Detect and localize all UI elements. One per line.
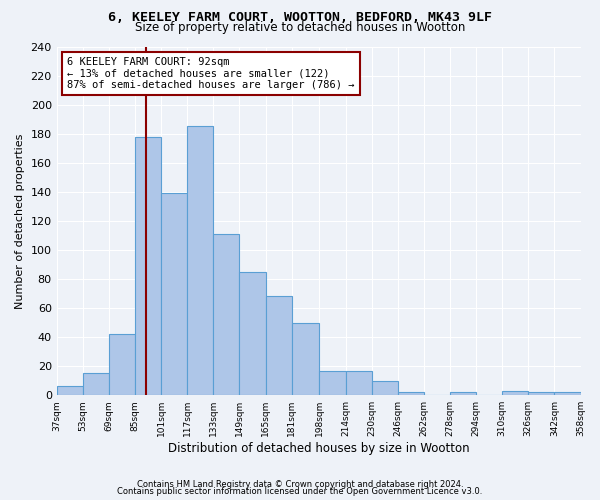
Bar [554,392,581,395]
Bar [214,234,239,395]
Bar [56,386,83,395]
Bar [292,322,319,395]
Bar [398,392,424,395]
Y-axis label: Number of detached properties: Number of detached properties [15,133,25,308]
Bar [528,392,554,395]
Bar [109,334,135,395]
Bar [266,296,292,395]
Bar [371,380,398,395]
X-axis label: Distribution of detached houses by size in Wootton: Distribution of detached houses by size … [168,442,469,455]
Bar [83,374,109,395]
Bar [346,370,371,395]
Bar [239,272,266,395]
Text: Size of property relative to detached houses in Wootton: Size of property relative to detached ho… [135,22,465,35]
Text: 6, KEELEY FARM COURT, WOOTTON, BEDFORD, MK43 9LF: 6, KEELEY FARM COURT, WOOTTON, BEDFORD, … [108,11,492,24]
Bar [450,392,476,395]
Bar [161,193,187,395]
Bar [187,126,214,395]
Bar [502,391,528,395]
Bar [319,370,346,395]
Text: 6 KEELEY FARM COURT: 92sqm
← 13% of detached houses are smaller (122)
87% of sem: 6 KEELEY FARM COURT: 92sqm ← 13% of deta… [67,57,355,90]
Bar [135,136,161,395]
Text: Contains HM Land Registry data © Crown copyright and database right 2024.: Contains HM Land Registry data © Crown c… [137,480,463,489]
Text: Contains public sector information licensed under the Open Government Licence v3: Contains public sector information licen… [118,487,482,496]
